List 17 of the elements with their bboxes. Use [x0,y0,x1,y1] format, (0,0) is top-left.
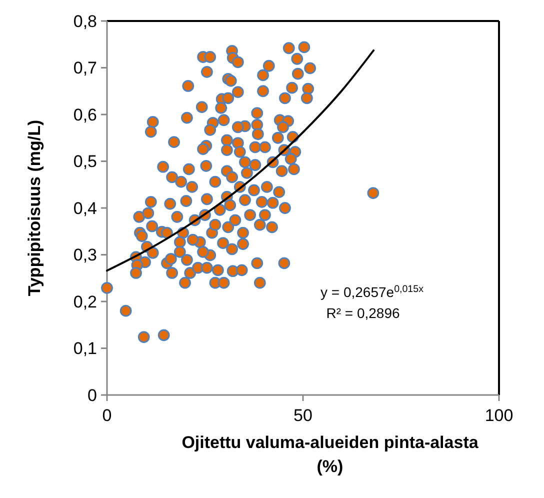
y-tick-label: 0,5 [73,152,97,172]
y-tick-label: 0,4 [73,198,97,218]
y-tick-label: 0,8 [73,12,97,31]
x-tick-label: 50 [294,406,312,425]
y-tick-label: 0,3 [73,246,97,265]
y-tick-label: 0,2 [73,292,97,312]
x-tick-label: 100 [484,406,514,425]
line-series [106,49,375,272]
x-axis-title: Ojitettu valuma-alueiden pinta-alasta (%) [182,433,479,476]
y-tick-label: 0 [88,386,97,405]
y-tick-label: 0,7 [73,58,97,78]
y-tick-label: 0,6 [73,105,97,124]
x-tick-label: 0 [102,406,112,425]
y-tick-label: 0,1 [73,339,97,358]
annotation: y = 0,2657e$^{0,015x}$ [320,284,424,300]
y-axis-title: Typpipitoisuus (mg/L) [25,120,44,296]
annotation: R² = 0,2896 [326,305,400,321]
